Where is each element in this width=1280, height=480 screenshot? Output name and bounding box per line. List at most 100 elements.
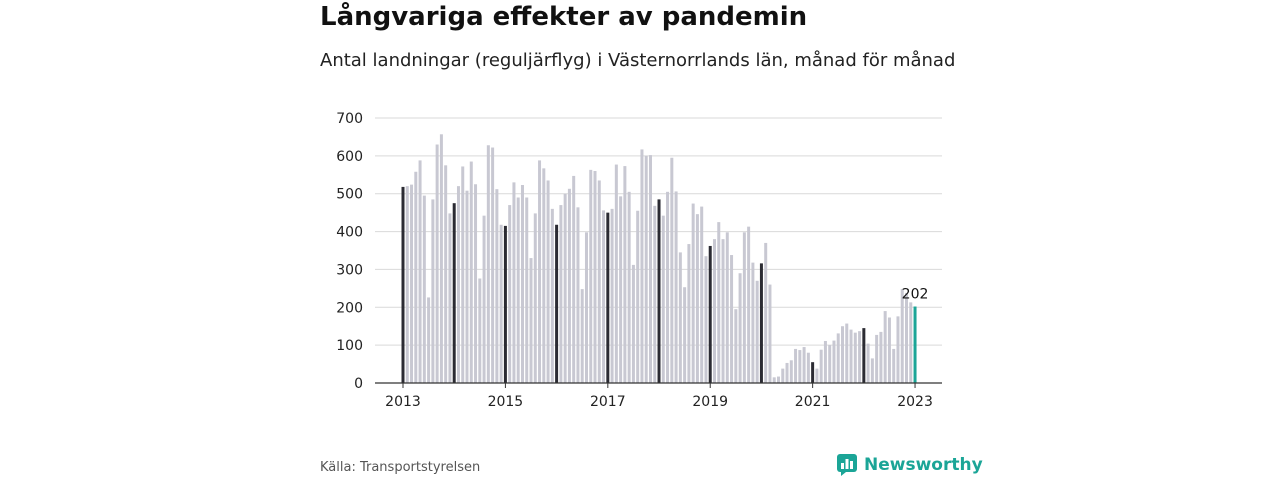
bar: [832, 340, 836, 383]
bar: [811, 362, 815, 383]
bar: [486, 145, 490, 383]
bar: [879, 331, 883, 383]
bar: [653, 205, 657, 383]
bar: [584, 232, 588, 383]
bar: [597, 180, 601, 383]
bar: [913, 306, 917, 383]
bars: [401, 134, 917, 383]
bar: [550, 208, 554, 383]
bar: [491, 147, 495, 383]
bar: [576, 207, 580, 383]
bar: [870, 358, 874, 383]
bar: [452, 203, 456, 383]
bar: [525, 197, 529, 383]
bar: [559, 205, 563, 383]
bar: [422, 195, 426, 383]
bar: [589, 169, 593, 383]
bar: [542, 168, 546, 383]
bar: [461, 166, 465, 383]
bar: [823, 340, 827, 383]
bar: [866, 343, 870, 383]
bar: [862, 328, 866, 383]
bar: [410, 184, 414, 383]
x-axis: 2013 2015 2017 2019 2021 2023: [375, 382, 942, 410]
bar: [610, 208, 614, 383]
bar: [730, 255, 734, 383]
y-tick-label: 500: [336, 187, 363, 203]
bar: [405, 186, 409, 383]
bar: [717, 222, 721, 383]
bar: [520, 185, 524, 383]
bar: [768, 284, 772, 383]
bar: [725, 232, 729, 383]
bar: [465, 190, 469, 383]
bar: [772, 377, 776, 383]
bar: [798, 350, 802, 383]
bar: [828, 345, 832, 383]
bar: [661, 215, 665, 383]
bar: [687, 244, 691, 383]
bar: [806, 352, 810, 383]
bar: [567, 188, 571, 383]
bar: [606, 212, 610, 383]
annotations: 202: [902, 287, 929, 303]
bar: [849, 329, 853, 383]
bar: [593, 171, 597, 383]
x-tick-label: 2021: [795, 394, 831, 410]
bar: [602, 210, 606, 383]
x-tick-label: 2017: [590, 394, 626, 410]
bar: [572, 175, 576, 383]
y-axis: 0 100 200 300 400 500 600 700: [336, 111, 363, 392]
latest-value-label: 202: [902, 287, 929, 303]
x-tick-label: 2019: [692, 394, 728, 410]
bar: [427, 297, 431, 383]
bar: [712, 239, 716, 383]
bar: [704, 256, 708, 383]
bar: [414, 171, 418, 383]
bar: [435, 144, 439, 383]
x-tick-label: 2023: [897, 394, 933, 410]
bar: [755, 280, 759, 383]
chart-title: Långvariga effekter av pandemin: [320, 2, 808, 32]
bar: [482, 215, 486, 383]
bar: [678, 252, 682, 383]
bar: [845, 323, 849, 383]
bar: [887, 317, 891, 383]
chart-subtitle: Antal landningar (reguljärflyg) i Väster…: [320, 50, 956, 71]
bar: [401, 186, 405, 383]
bar: [418, 160, 422, 383]
bar: [900, 289, 904, 383]
bar: [538, 160, 542, 383]
bar: [802, 347, 806, 383]
bar: [503, 225, 507, 383]
bar: [905, 292, 909, 383]
bar: [529, 258, 533, 383]
bar: [640, 149, 644, 383]
bar: [636, 210, 640, 383]
bar: [815, 368, 819, 383]
bar: [614, 164, 618, 383]
bar: [619, 196, 623, 383]
bar: [819, 349, 823, 383]
bar: [764, 242, 768, 383]
bar: [439, 134, 443, 383]
bar: [858, 331, 862, 383]
bar: [794, 348, 798, 383]
bar: [627, 191, 631, 383]
bar: [759, 263, 763, 383]
bar: [781, 368, 785, 383]
bar: [444, 165, 448, 383]
bar: [644, 155, 648, 383]
bar: [648, 155, 652, 383]
bar: [580, 289, 584, 383]
bar: [546, 180, 550, 383]
bar: [555, 224, 559, 383]
bar: [785, 362, 789, 383]
bar: [533, 213, 537, 383]
bar: [469, 161, 473, 383]
bar: [777, 376, 780, 383]
bar: [841, 326, 844, 383]
bar: [695, 214, 699, 383]
bar: [789, 360, 793, 383]
bar: [657, 199, 661, 383]
